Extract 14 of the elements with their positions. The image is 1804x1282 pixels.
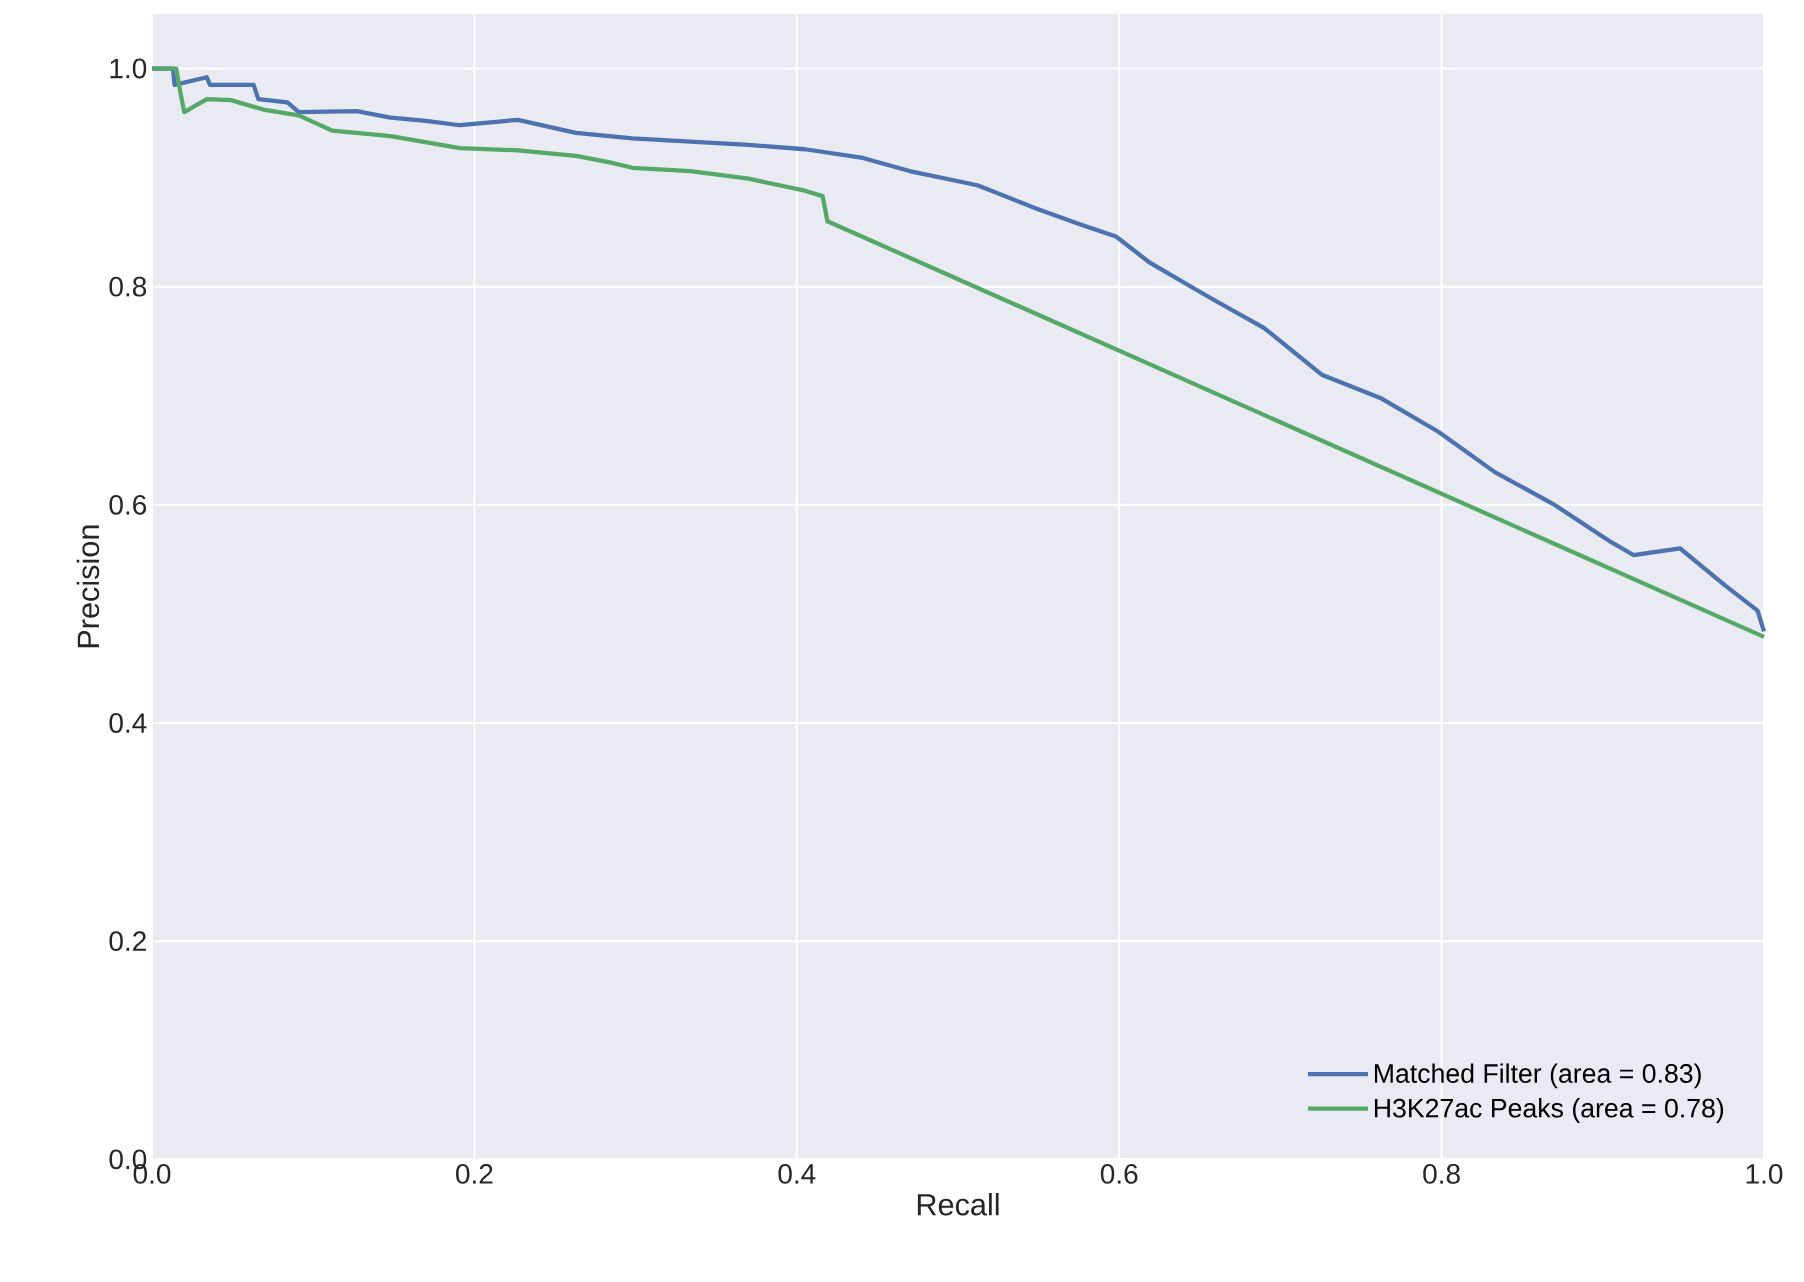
y-tick-label: 0.6	[109, 494, 147, 515]
y-tick-label: 1.0	[110, 58, 147, 79]
x-tick-label: 0.6	[1100, 1164, 1138, 1184]
y-tick-label: 0.4	[109, 713, 147, 733]
x-tick-label: 0.4	[778, 1164, 816, 1184]
x-tick-label: 0.8	[1423, 1164, 1460, 1184]
y-axis-title: Precision	[76, 525, 100, 648]
y-tick-label: 0.2	[109, 931, 146, 952]
legend-label: Matched Filter (area = 0.83)	[1374, 1063, 1701, 1089]
legend-label: H3K27ac Peaks (area = 0.78)	[1374, 1098, 1724, 1123]
x-tick-label: 0.2	[456, 1164, 493, 1184]
x-axis-title: Recall	[917, 1193, 999, 1216]
y-tick-label: 0.8	[109, 276, 147, 297]
x-tick-label: 1.0	[1746, 1164, 1783, 1184]
